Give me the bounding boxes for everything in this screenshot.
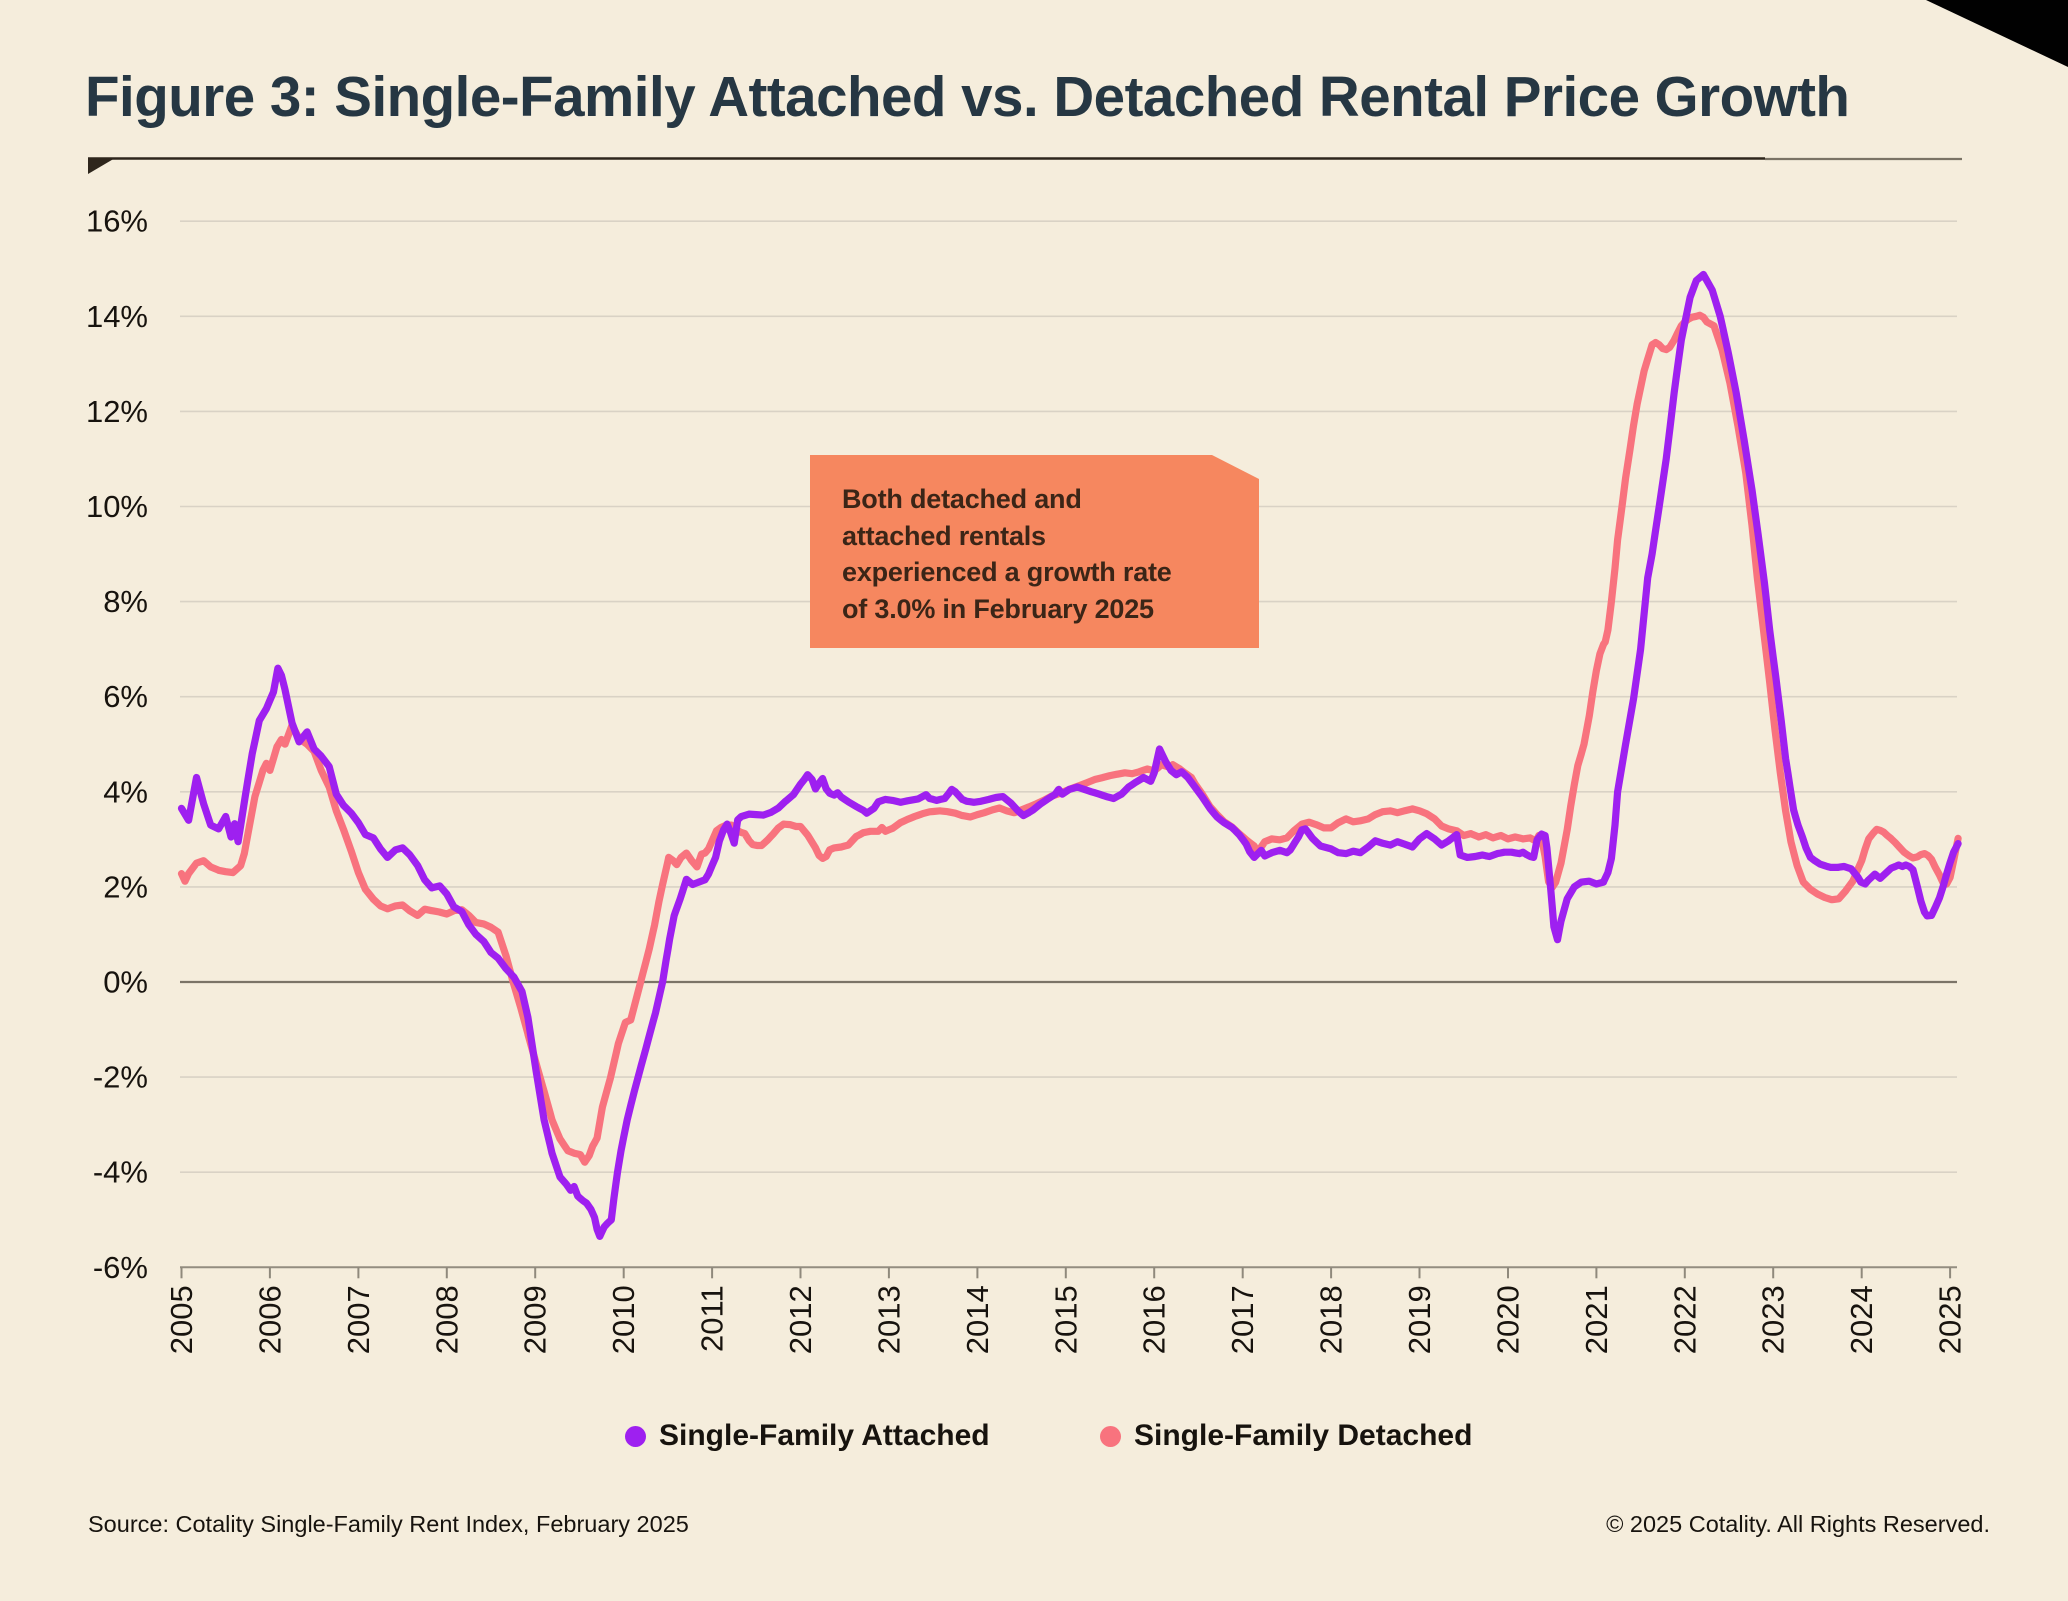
- svg-text:6%: 6%: [103, 679, 148, 714]
- svg-text:12%: 12%: [86, 394, 148, 429]
- svg-text:2009: 2009: [518, 1285, 553, 1354]
- svg-text:10%: 10%: [86, 489, 148, 524]
- svg-text:8%: 8%: [103, 584, 148, 619]
- svg-text:2014: 2014: [960, 1285, 995, 1354]
- svg-text:-4%: -4%: [93, 1155, 148, 1190]
- svg-text:4%: 4%: [103, 774, 148, 809]
- svg-text:2023: 2023: [1756, 1285, 1791, 1354]
- svg-text:2015: 2015: [1048, 1285, 1083, 1354]
- svg-text:2019: 2019: [1402, 1285, 1437, 1354]
- svg-text:2022: 2022: [1667, 1285, 1702, 1354]
- svg-text:2005: 2005: [164, 1285, 199, 1354]
- svg-text:-6%: -6%: [93, 1250, 148, 1285]
- svg-text:2%: 2%: [103, 869, 148, 904]
- svg-text:2006: 2006: [252, 1285, 287, 1354]
- svg-text:2012: 2012: [783, 1285, 818, 1354]
- svg-text:2018: 2018: [1314, 1285, 1349, 1354]
- svg-text:2024: 2024: [1844, 1285, 1879, 1354]
- svg-text:16%: 16%: [86, 204, 148, 239]
- svg-text:2007: 2007: [341, 1285, 376, 1354]
- svg-text:2020: 2020: [1491, 1285, 1526, 1354]
- svg-text:-2%: -2%: [93, 1060, 148, 1095]
- svg-text:2010: 2010: [606, 1285, 641, 1354]
- svg-text:2016: 2016: [1137, 1285, 1172, 1354]
- svg-text:0%: 0%: [103, 965, 148, 1000]
- svg-text:2025: 2025: [1933, 1285, 1968, 1354]
- svg-text:2008: 2008: [429, 1285, 464, 1354]
- svg-text:2011: 2011: [695, 1285, 730, 1352]
- svg-text:2017: 2017: [1225, 1285, 1260, 1354]
- svg-text:2021: 2021: [1579, 1285, 1614, 1354]
- svg-text:2013: 2013: [871, 1285, 906, 1354]
- svg-text:14%: 14%: [86, 299, 148, 334]
